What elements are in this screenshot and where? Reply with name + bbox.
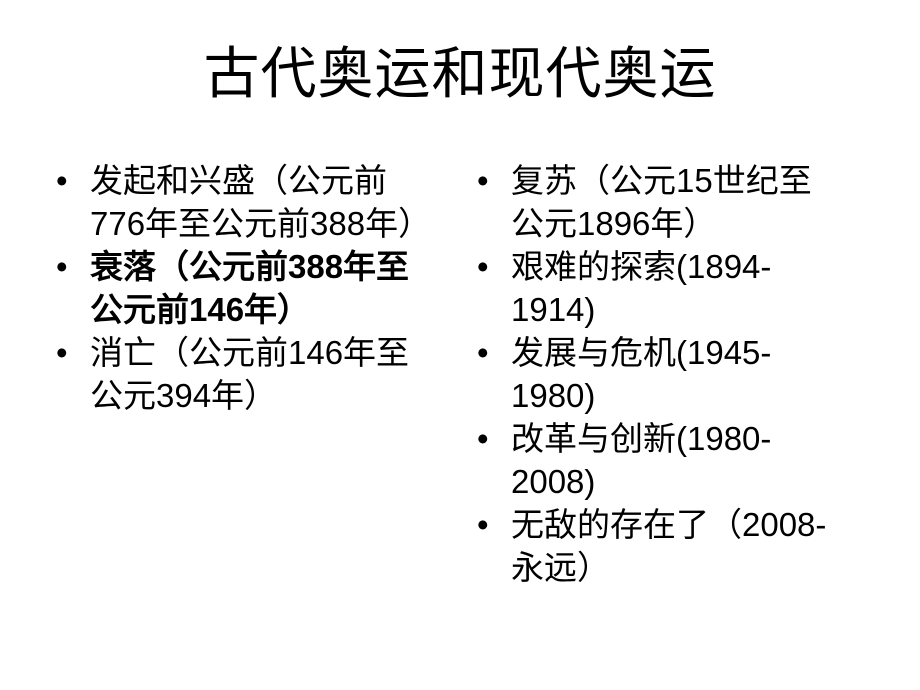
list-item: • 复苏（公元15世纪至公元1896年） — [476, 159, 832, 245]
bullet-icon: • — [477, 248, 489, 285]
bullet-icon: • — [56, 162, 68, 199]
list-item: • 无敌的存在了（2008-永远） — [476, 503, 832, 589]
bullet-text: 无敌的存在了（2008-永远） — [511, 506, 827, 586]
bullet-text: 发展与危机(1945-1980) — [511, 334, 772, 414]
bullet-icon: • — [56, 334, 68, 371]
list-item: • 发展与危机(1945-1980) — [476, 331, 832, 417]
bullet-text: 复苏（公元15世纪至公元1896年） — [511, 162, 812, 242]
right-bullet-list: • 复苏（公元15世纪至公元1896年） • 艰难的探索(1894-1914) … — [476, 159, 832, 589]
bullet-text: 消亡（公元前146年至公元394年） — [90, 334, 410, 414]
list-item: • 衰落（公元前388年至公元前146年） — [55, 245, 438, 331]
slide-body: • 发起和兴盛（公元前776年至公元前388年） • 衰落（公元前388年至公元… — [55, 159, 832, 589]
list-item: • 发起和兴盛（公元前776年至公元前388年） — [55, 159, 438, 245]
bullet-text: 发起和兴盛（公元前776年至公元前388年） — [90, 162, 432, 242]
bullet-icon: • — [477, 506, 489, 543]
page-title: 古代奥运和现代奥运 — [203, 44, 717, 106]
bullet-icon: • — [477, 334, 489, 371]
bullet-text: 衰落（公元前388年至公元前146年） — [90, 248, 410, 328]
list-item: • 消亡（公元前146年至公元394年） — [55, 331, 438, 417]
list-item: • 艰难的探索(1894-1914) — [476, 245, 832, 331]
bullet-text: 艰难的探索(1894-1914) — [511, 248, 772, 328]
bullet-text: 改革与创新(1980-2008) — [511, 420, 772, 500]
list-item: • 改革与创新(1980-2008) — [476, 417, 832, 503]
bullet-icon: • — [477, 162, 489, 199]
bullet-icon: • — [477, 420, 489, 457]
bullet-icon: • — [56, 248, 68, 285]
left-bullet-list: • 发起和兴盛（公元前776年至公元前388年） • 衰落（公元前388年至公元… — [55, 159, 438, 417]
